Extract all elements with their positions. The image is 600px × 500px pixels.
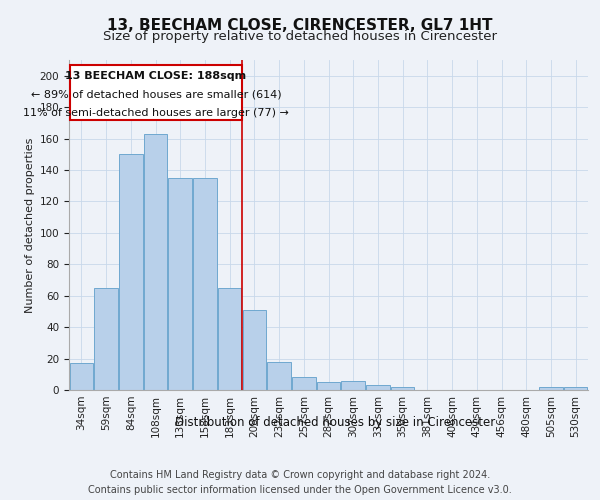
Bar (193, 178, 217, 390)
Bar (70, 364, 93, 390)
Bar (366, 386, 389, 390)
Bar (292, 378, 316, 390)
Bar (564, 387, 587, 390)
Bar (119, 154, 143, 390)
Text: 13, BEECHAM CLOSE, CIRENCESTER, GL7 1HT: 13, BEECHAM CLOSE, CIRENCESTER, GL7 1HT (107, 18, 493, 32)
Bar (317, 382, 340, 390)
Bar (341, 380, 365, 390)
Text: Contains HM Land Registry data © Crown copyright and database right 2024.
Contai: Contains HM Land Registry data © Crown c… (88, 470, 512, 495)
Bar (242, 310, 266, 390)
Bar (94, 288, 118, 390)
Bar (169, 178, 192, 390)
Bar (144, 134, 167, 390)
Text: Size of property relative to detached houses in Cirencester: Size of property relative to detached ho… (103, 30, 497, 43)
Bar (70, 64, 242, 120)
Text: 13 BEECHAM CLOSE: 188sqm: 13 BEECHAM CLOSE: 188sqm (65, 71, 247, 81)
Text: 11% of semi-detached houses are larger (77) →: 11% of semi-detached houses are larger (… (23, 108, 289, 118)
Bar (391, 387, 415, 390)
Text: ← 89% of detached houses are smaller (614): ← 89% of detached houses are smaller (61… (31, 90, 281, 100)
Y-axis label: Number of detached properties: Number of detached properties (25, 138, 35, 312)
Bar (539, 387, 563, 390)
Text: Distribution of detached houses by size in Cirencester: Distribution of detached houses by size … (175, 416, 495, 429)
Bar (218, 288, 241, 390)
Bar (268, 362, 291, 390)
